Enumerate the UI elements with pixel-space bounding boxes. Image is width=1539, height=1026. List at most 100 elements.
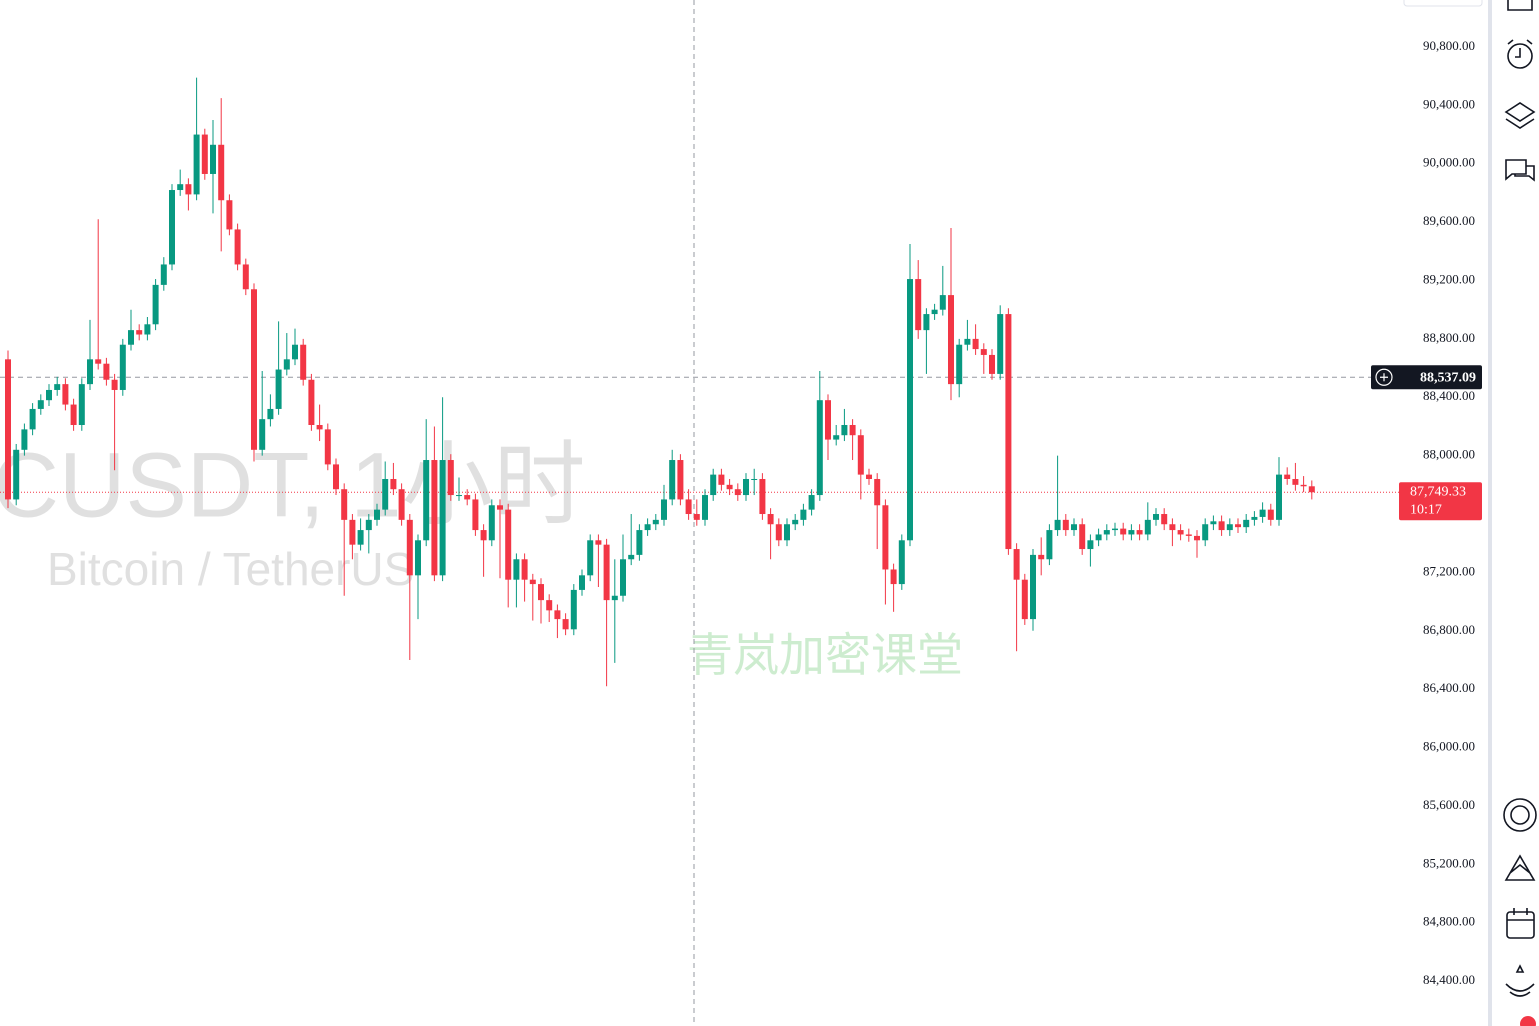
candle-body — [1005, 314, 1012, 550]
candle-body — [300, 344, 307, 380]
candle-body — [513, 559, 520, 580]
candle-body — [308, 379, 315, 425]
candle-body — [119, 344, 126, 390]
candle-body — [480, 530, 487, 541]
candle-body — [1046, 530, 1053, 560]
candle-body — [87, 359, 93, 385]
y-tick-label: 85,200.00 — [1423, 855, 1475, 870]
candle-body — [669, 460, 676, 500]
candle-body — [1013, 549, 1020, 580]
candle-body — [251, 289, 257, 450]
candle-body — [693, 514, 700, 520]
y-tick-label: 90,000.00 — [1423, 155, 1475, 170]
icon-target[interactable] — [1503, 798, 1537, 832]
candle-body — [546, 600, 553, 611]
candle-body — [406, 519, 413, 576]
candle-body — [603, 544, 610, 601]
icon-calendar[interactable] — [1506, 911, 1535, 939]
icon-signal[interactable] — [1505, 964, 1535, 997]
icon-chat[interactable] — [1505, 159, 1535, 182]
candle-body — [103, 363, 110, 380]
candle-body — [857, 435, 864, 475]
candle-body — [29, 408, 36, 430]
candle-body — [685, 499, 692, 515]
candle-body — [1038, 554, 1045, 560]
candle-body — [1284, 474, 1291, 479]
candle-body — [636, 530, 643, 555]
candle-body — [472, 499, 479, 531]
candle-body — [710, 474, 717, 496]
candle-body — [324, 429, 331, 465]
candle-body — [1194, 535, 1200, 541]
candle-body — [505, 509, 512, 580]
candle-body — [923, 314, 930, 331]
axis-button[interactable] — [1403, 0, 1483, 7]
candle-body — [1071, 524, 1077, 531]
candle-body — [808, 495, 815, 510]
candle-body — [242, 264, 249, 290]
candle-body — [529, 579, 536, 585]
candle-body — [218, 144, 225, 201]
candle-body — [1185, 534, 1192, 536]
candle-body — [1308, 486, 1315, 493]
candle-body — [587, 540, 594, 576]
watermark-brand: 青岚加密课堂 — [687, 629, 963, 681]
candle-body — [874, 478, 881, 506]
candle-body — [677, 460, 684, 500]
add-alert-button[interactable] — [1375, 368, 1393, 386]
crosshair-label-bg — [1371, 365, 1482, 390]
candle-body — [882, 505, 889, 570]
candle-body — [1103, 530, 1110, 535]
candle-body — [948, 295, 954, 385]
candle-body — [1079, 524, 1086, 550]
candle-body — [570, 589, 577, 630]
candle-body — [1202, 524, 1209, 541]
candle-body — [997, 314, 1004, 374]
icon-layers[interactable] — [1504, 102, 1536, 129]
candle-body — [743, 478, 749, 496]
candle-body — [1161, 514, 1168, 525]
candle-body — [210, 144, 216, 174]
candle-body — [365, 519, 372, 531]
icon-ideas[interactable] — [1504, 854, 1536, 881]
icon-alert[interactable] — [1507, 43, 1533, 69]
candle-body — [136, 330, 143, 335]
candle-body — [579, 575, 585, 590]
candle-body — [456, 495, 462, 497]
y-tick-label: 89,200.00 — [1423, 271, 1475, 286]
y-tick-label: 86,800.00 — [1423, 622, 1475, 637]
icon-target-inner — [1510, 805, 1530, 825]
candle-body — [1087, 540, 1094, 550]
candle-body — [939, 295, 946, 310]
candle-body — [95, 359, 102, 364]
candle-body — [169, 190, 175, 265]
price-axis: 90,800.00 90,400.00 90,000.00 89,600.00 89,2… — [1371, 38, 1482, 987]
last-price-label: 87,749.33 — [1410, 484, 1466, 499]
candle-body — [382, 478, 389, 510]
candle-body — [390, 478, 397, 490]
candle-body — [972, 338, 979, 350]
candle-body — [521, 559, 528, 580]
candle-body — [201, 134, 208, 174]
candle-body — [611, 595, 618, 601]
candle-body — [177, 184, 184, 191]
candle-body — [661, 499, 667, 520]
candle-body — [1292, 478, 1299, 485]
candle-body — [1210, 521, 1217, 525]
candle-body — [554, 610, 561, 620]
candle-body — [160, 264, 167, 285]
y-tick-label: 87,200.00 — [1423, 563, 1475, 578]
candles — [0, 77, 1400, 687]
icon-watchlist[interactable] — [1507, 0, 1533, 11]
y-tick-label: 86,000.00 — [1423, 739, 1475, 754]
add-alert-plus — [1380, 373, 1388, 382]
candle-body — [415, 540, 421, 576]
candle-body — [890, 569, 897, 585]
y-tick-label: 88,400.00 — [1423, 388, 1475, 403]
candle-body — [1235, 524, 1241, 528]
candle-body — [234, 229, 241, 265]
y-tick-label: 88,000.00 — [1423, 447, 1475, 462]
candle-body — [1095, 534, 1102, 541]
candle-body — [980, 349, 987, 355]
